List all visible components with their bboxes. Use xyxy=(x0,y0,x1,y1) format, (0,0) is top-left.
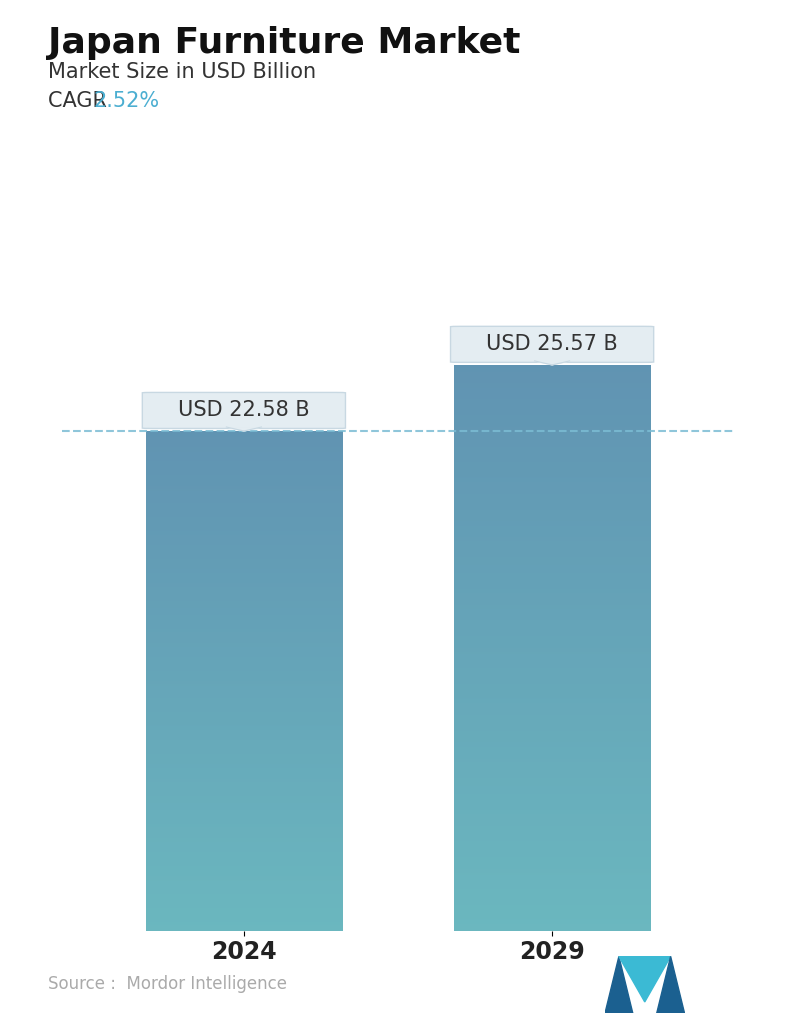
Polygon shape xyxy=(605,956,633,1013)
FancyBboxPatch shape xyxy=(142,393,345,428)
Polygon shape xyxy=(657,956,685,1013)
FancyBboxPatch shape xyxy=(451,327,654,362)
Text: Market Size in USD Billion: Market Size in USD Billion xyxy=(48,62,316,82)
Text: CAGR: CAGR xyxy=(48,91,113,111)
Polygon shape xyxy=(619,956,670,1002)
Text: 2.52%: 2.52% xyxy=(94,91,160,111)
Polygon shape xyxy=(226,427,261,431)
Polygon shape xyxy=(535,361,570,365)
Text: USD 22.58 B: USD 22.58 B xyxy=(178,400,310,421)
Text: USD 25.57 B: USD 25.57 B xyxy=(486,334,618,355)
Text: Source :  Mordor Intelligence: Source : Mordor Intelligence xyxy=(48,975,287,993)
Text: Japan Furniture Market: Japan Furniture Market xyxy=(48,26,521,60)
